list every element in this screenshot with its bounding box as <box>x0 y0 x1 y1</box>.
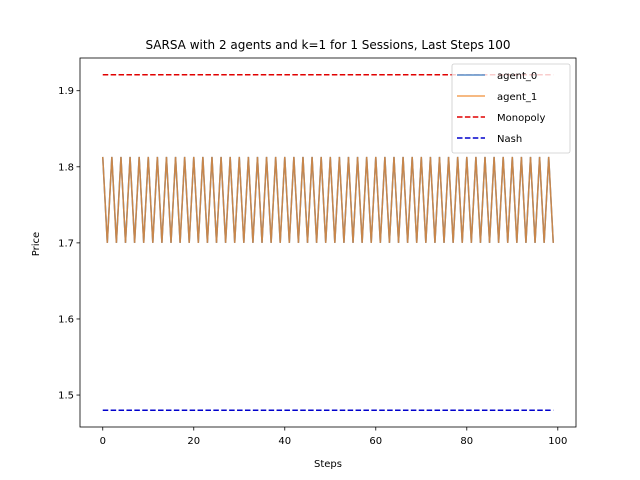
y-tick-label: 1.7 <box>58 238 74 249</box>
y-tick-label: 1.9 <box>58 86 74 97</box>
x-tick-label: 40 <box>278 436 291 447</box>
legend-label-agent_1: agent_1 <box>497 92 537 103</box>
legend-label-agent_0: agent_0 <box>497 71 537 82</box>
x-axis: 0 20 40 60 80 100 <box>100 427 567 447</box>
x-tick-label: 0 <box>100 436 106 447</box>
legend-label-nash: Nash <box>497 134 522 145</box>
x-tick-label: 20 <box>187 436 200 447</box>
chart-title: SARSA with 2 agents and k=1 for 1 Sessio… <box>145 38 510 52</box>
y-axis-label: Price <box>31 232 42 256</box>
x-axis-label: Steps <box>314 459 342 470</box>
x-tick-label: 100 <box>548 436 567 447</box>
legend-label-monopoly: Monopoly <box>497 113 545 124</box>
series-line-agent_1 <box>102 156 554 243</box>
legend-box <box>451 63 571 154</box>
y-tick-label: 1.5 <box>58 391 74 402</box>
y-tick-label: 1.8 <box>58 162 74 173</box>
x-tick-label: 80 <box>460 436 473 447</box>
y-axis: 1.5 1.6 1.7 1.8 1.9 <box>58 86 80 402</box>
y-tick-label: 1.6 <box>58 314 74 325</box>
legend: agent_0 agent_1 Monopoly Nash <box>451 63 571 154</box>
x-tick-label: 60 <box>369 436 382 447</box>
